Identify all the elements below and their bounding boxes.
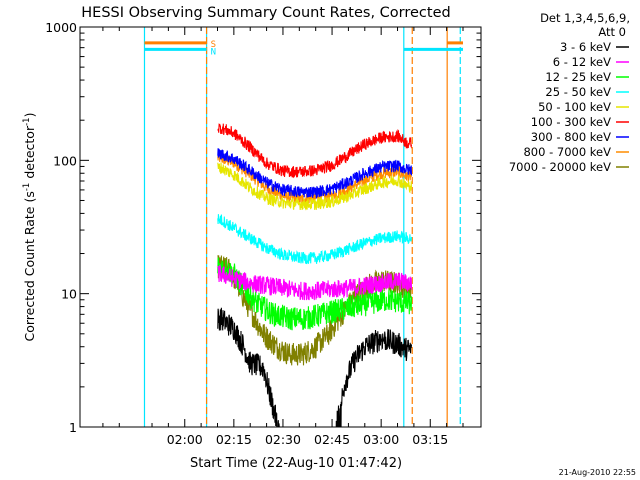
series-trace-3 [217, 214, 413, 265]
y-axis-label-sup2: -1 [22, 117, 32, 125]
x-tick-label-0: 02:00 [167, 432, 203, 447]
x-axis-label: Start Time (22-Aug-10 01:47:42) [190, 456, 402, 471]
y-tick-label-2: 100 [53, 153, 77, 168]
legend-label-6: 300 - 800 keV [531, 130, 611, 144]
series-trace-4 [217, 162, 413, 211]
x-tick-label-4: 03:00 [363, 432, 399, 447]
y-axis: 1 10 100 1000 [45, 20, 481, 435]
plot-area: SN [143, 27, 463, 427]
legend-label-3: 25 - 50 keV [545, 85, 611, 99]
night-flag-label: N [211, 47, 216, 57]
series-trace-2 [217, 257, 413, 331]
series-trace-6 [217, 148, 413, 199]
legend-label-2: 12 - 25 keV [545, 70, 611, 84]
series-trace-5 [217, 123, 413, 179]
series-group [217, 123, 413, 427]
plot-frame [79, 26, 482, 428]
saa-flag-label: S [211, 40, 216, 50]
x-tick-label-3: 02:45 [314, 432, 350, 447]
y-axis-label: Corrected Count Rate (s-1 detector-1) [22, 113, 37, 342]
legend-label-7: 800 - 7000 keV [523, 145, 611, 159]
series-trace-1 [217, 264, 413, 301]
footer-timestamp: 21-Aug-2010 22:55 [559, 468, 636, 477]
y-axis-label-part2: detector [22, 125, 37, 183]
legend-header-attenuator: Att 0 [598, 25, 626, 39]
legend-header-detectors: Det 1,3,4,5,6,9, [540, 11, 630, 25]
y-tick-label-3: 1000 [45, 20, 77, 35]
series-trace-0 [217, 307, 413, 427]
y-tick-label-0: 1 [69, 420, 77, 435]
x-axis: 02:00 02:15 02:30 02:45 03:00 03:15 [102, 27, 464, 447]
x-tick-label-1: 02:15 [216, 432, 252, 447]
x-tick-label-5: 03:15 [412, 432, 448, 447]
legend-label-0: 3 - 6 keV [560, 40, 611, 54]
legend-label-1: 6 - 12 keV [553, 55, 611, 69]
legend-label-8: 7000 - 20000 keV [509, 160, 611, 174]
y-tick-label-1: 10 [61, 287, 77, 302]
legend-label-5: 100 - 300 keV [531, 115, 611, 129]
y-axis-label-sup1: -1 [22, 183, 32, 191]
x-tick-label-2: 02:30 [265, 432, 301, 447]
chart-title: HESSI Observing Summary Count Rates, Cor… [81, 5, 450, 21]
y-axis-label-part1: Corrected Count Rate (s [22, 191, 37, 341]
y-axis-label-part3: ) [22, 113, 37, 118]
legend-label-4: 50 - 100 keV [538, 100, 611, 114]
